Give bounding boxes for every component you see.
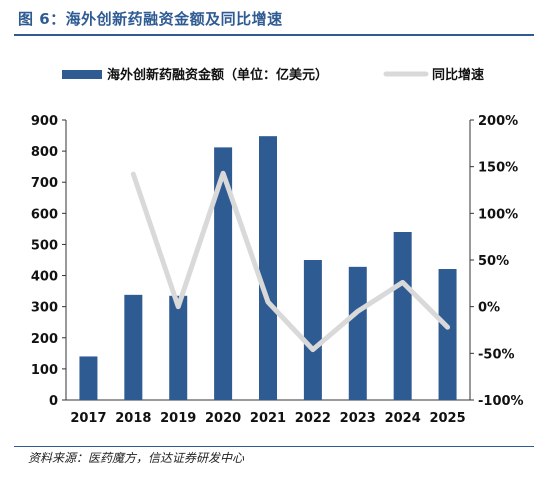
growth-line <box>130 170 451 353</box>
x-tick-label: 2018 <box>115 411 151 426</box>
figure-title: 图 6：海外创新药融资金额及同比增速 <box>18 10 283 28</box>
y-right-tick-label: -50% <box>478 347 515 362</box>
y-left-tick-label: 0 <box>49 394 58 409</box>
combo-chart: 海外创新药融资金额（单位：亿美元） 同比增速 0 100 200 300 400 500 60… <box>31 67 524 426</box>
x-axis: 2017 2018 2019 2020 2021 2022 2023 2024 2025 <box>70 411 465 426</box>
legend: 海外创新药融资金额（单位：亿美元） 同比增速 <box>62 67 484 83</box>
x-tick-label: 2021 <box>250 411 286 426</box>
bar <box>214 147 233 400</box>
source-note: 资料来源：医药魔方，信达证券研发中心 <box>28 451 245 465</box>
x-tick-label: 2022 <box>295 411 331 426</box>
y-right-tick-label: 200% <box>478 114 518 129</box>
y-left-tick-label: 300 <box>31 301 58 316</box>
title-divider <box>14 34 534 36</box>
x-tick-label: 2023 <box>340 411 376 426</box>
y-axis-right: -100% -50% 0% 50% 100% 150% 200% <box>470 114 524 409</box>
y-left-tick-label: 600 <box>31 207 58 222</box>
legend-bar-label: 海外创新药融资金额（单位：亿美元） <box>107 67 328 83</box>
source-divider <box>14 446 534 447</box>
y-right-tick-label: 50% <box>478 254 509 269</box>
y-right-tick-label: 150% <box>478 161 518 176</box>
y-left-tick-label: 200 <box>31 332 58 347</box>
x-tick-label: 2025 <box>429 411 465 426</box>
x-tick-label: 2019 <box>160 411 196 426</box>
bar <box>169 295 188 400</box>
line-series <box>130 170 451 353</box>
y-right-tick-label: 100% <box>478 207 518 222</box>
bar <box>124 294 143 400</box>
y-right-tick-label: -100% <box>478 394 524 409</box>
y-right-tick-label: 0% <box>478 301 500 316</box>
bar <box>393 232 412 400</box>
bar <box>79 356 98 400</box>
x-tick-label: 2024 <box>385 411 421 426</box>
y-left-tick-label: 800 <box>31 145 58 160</box>
y-axis-left: 0 100 200 300 400 500 600 700 800 900 <box>31 114 66 409</box>
x-tick-label: 2017 <box>70 411 106 426</box>
y-left-tick-label: 500 <box>31 238 58 253</box>
legend-bar-swatch <box>62 70 102 79</box>
bar-series <box>79 136 457 400</box>
x-tick-label: 2020 <box>205 411 241 426</box>
bar <box>259 136 277 400</box>
legend-line-label: 同比增速 <box>432 67 484 83</box>
bar <box>303 260 322 400</box>
bar <box>438 269 457 400</box>
bar <box>348 266 367 400</box>
y-left-tick-label: 400 <box>31 270 58 285</box>
y-left-tick-label: 900 <box>31 114 58 129</box>
y-left-tick-label: 700 <box>31 176 58 191</box>
y-left-tick-label: 100 <box>31 363 58 378</box>
